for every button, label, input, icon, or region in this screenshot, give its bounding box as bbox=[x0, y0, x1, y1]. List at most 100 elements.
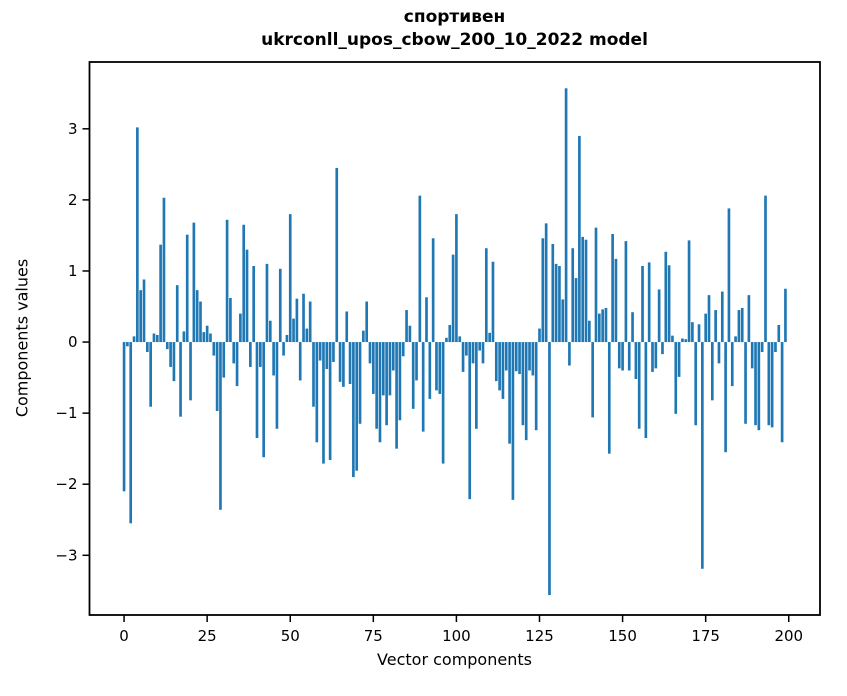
x-tick-label: 100 bbox=[442, 627, 471, 645]
y-tick-label: 2 bbox=[68, 191, 78, 209]
x-tick-label: 150 bbox=[608, 627, 637, 645]
bar bbox=[381, 342, 385, 396]
bar bbox=[219, 342, 222, 510]
bar bbox=[717, 342, 721, 364]
bar bbox=[691, 322, 694, 343]
bar bbox=[468, 342, 472, 500]
x-tick-label: 25 bbox=[198, 627, 217, 645]
bar bbox=[142, 279, 146, 343]
bar bbox=[175, 285, 179, 343]
bar bbox=[385, 342, 388, 426]
bar bbox=[268, 320, 272, 343]
bar bbox=[225, 219, 229, 343]
bar bbox=[448, 324, 452, 343]
x-tick-label: 125 bbox=[525, 627, 554, 645]
bar bbox=[308, 301, 312, 343]
bar bbox=[302, 293, 305, 343]
bar bbox=[521, 342, 525, 426]
x-tick-label: 200 bbox=[774, 627, 803, 645]
bar bbox=[152, 333, 156, 343]
bar bbox=[332, 342, 335, 362]
bar bbox=[471, 342, 475, 364]
bar bbox=[401, 342, 405, 357]
bar bbox=[455, 214, 458, 343]
bar bbox=[411, 342, 415, 409]
bar bbox=[607, 342, 611, 454]
bar bbox=[126, 342, 129, 347]
bar bbox=[189, 342, 192, 401]
bar bbox=[687, 240, 691, 343]
bar bbox=[667, 265, 671, 343]
bar bbox=[395, 342, 398, 449]
bar bbox=[245, 249, 249, 343]
bar bbox=[435, 342, 438, 391]
bar bbox=[348, 342, 352, 384]
bar bbox=[578, 135, 581, 343]
bar bbox=[498, 342, 501, 391]
bar bbox=[647, 262, 651, 343]
bar bbox=[378, 342, 382, 443]
bar bbox=[318, 342, 322, 361]
bar bbox=[282, 342, 285, 356]
bar bbox=[478, 342, 482, 351]
bar bbox=[661, 342, 664, 355]
bar bbox=[611, 234, 614, 343]
bar bbox=[634, 342, 638, 380]
bar bbox=[767, 342, 771, 426]
bar bbox=[235, 342, 239, 387]
bar bbox=[185, 234, 189, 343]
bar bbox=[146, 342, 149, 352]
bar bbox=[710, 342, 714, 401]
bar bbox=[155, 334, 159, 343]
bar bbox=[421, 342, 425, 432]
bar bbox=[322, 342, 325, 464]
bar bbox=[488, 332, 491, 343]
bar bbox=[524, 342, 528, 441]
bar bbox=[747, 295, 751, 343]
bar bbox=[278, 268, 282, 343]
bar bbox=[405, 310, 408, 343]
bar bbox=[538, 328, 541, 343]
bar bbox=[621, 342, 624, 371]
bar bbox=[637, 342, 641, 429]
bar bbox=[780, 342, 784, 443]
bar bbox=[764, 195, 767, 343]
bar bbox=[551, 243, 555, 343]
bar bbox=[651, 342, 654, 372]
bar bbox=[372, 342, 375, 394]
bar bbox=[275, 342, 279, 429]
bar bbox=[215, 342, 219, 411]
bar bbox=[504, 342, 508, 371]
bar bbox=[262, 342, 265, 458]
bar bbox=[312, 342, 315, 407]
bar bbox=[558, 266, 561, 343]
bar bbox=[342, 342, 345, 387]
y-tick-label: 3 bbox=[68, 120, 78, 138]
bar bbox=[362, 330, 365, 343]
x-axis-label: Vector components bbox=[377, 650, 532, 669]
bar bbox=[288, 214, 292, 343]
bar bbox=[744, 342, 747, 424]
bar bbox=[544, 223, 548, 343]
bar bbox=[730, 342, 734, 387]
bar bbox=[654, 342, 658, 369]
bar bbox=[458, 336, 462, 343]
bar bbox=[139, 290, 143, 343]
bar bbox=[534, 342, 538, 431]
bar bbox=[770, 342, 774, 428]
bar bbox=[365, 301, 369, 343]
bar bbox=[325, 342, 329, 370]
bar bbox=[199, 301, 202, 343]
bar bbox=[481, 342, 485, 364]
bar bbox=[249, 342, 252, 367]
bar bbox=[265, 263, 269, 343]
bar bbox=[415, 342, 418, 381]
bar bbox=[159, 244, 162, 343]
bar bbox=[179, 342, 182, 417]
y-tick-label: −1 bbox=[55, 404, 77, 422]
bar bbox=[601, 309, 604, 343]
plot-border bbox=[88, 61, 821, 616]
bar bbox=[305, 328, 309, 343]
bar bbox=[272, 342, 275, 376]
